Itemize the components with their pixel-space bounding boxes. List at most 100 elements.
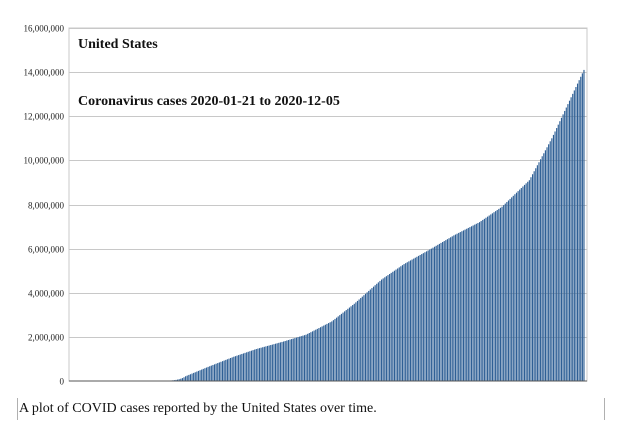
- bar: [363, 295, 365, 381]
- bar: [392, 271, 394, 381]
- bar: [573, 90, 575, 381]
- bar: [372, 286, 375, 381]
- bar: [239, 354, 241, 381]
- bar: [371, 288, 373, 381]
- bar: [289, 339, 291, 381]
- bar: [249, 351, 251, 381]
- bar: [543, 153, 545, 381]
- bar: [241, 353, 243, 381]
- bar: [538, 162, 540, 381]
- bar: [570, 97, 572, 381]
- bar: [498, 208, 500, 381]
- bar: [242, 353, 245, 381]
- bar: [408, 261, 410, 381]
- bar: [385, 276, 387, 381]
- bar: [472, 225, 474, 381]
- bar: [213, 364, 216, 381]
- bar: [318, 328, 320, 381]
- bar: [417, 255, 420, 381]
- bar: [379, 280, 381, 381]
- bar: [217, 363, 219, 381]
- bar: [376, 283, 378, 381]
- bar: [316, 328, 318, 381]
- bar: [483, 218, 485, 381]
- bar: [401, 265, 404, 381]
- bar: [191, 373, 193, 381]
- bar: [250, 350, 253, 381]
- bar: [517, 191, 519, 381]
- bar: [459, 232, 461, 381]
- bar: [405, 263, 407, 381]
- bar: [233, 356, 235, 381]
- bar: [501, 206, 503, 381]
- bar: [347, 308, 349, 381]
- bar: [345, 310, 347, 381]
- bar: [340, 313, 343, 381]
- bar: [337, 316, 339, 381]
- bar: [326, 323, 328, 381]
- y-tick-label: 16,000,000: [24, 24, 65, 34]
- bar: [467, 227, 469, 381]
- bar: [430, 248, 432, 382]
- bar: [572, 93, 574, 382]
- bar: [292, 338, 294, 381]
- bar: [368, 290, 370, 381]
- bar: [437, 244, 439, 381]
- bar: [199, 370, 201, 381]
- bar: [276, 343, 278, 381]
- bar: [424, 252, 426, 381]
- bar: [522, 186, 524, 381]
- bar: [531, 174, 534, 381]
- bar: [562, 114, 564, 382]
- bar: [189, 374, 192, 381]
- bar: [201, 369, 203, 381]
- bar: [491, 213, 493, 381]
- bar: [544, 150, 546, 381]
- bar: [295, 337, 298, 381]
- bar: [528, 180, 530, 381]
- bar: [331, 321, 333, 381]
- bar: [313, 330, 315, 381]
- cases-chart: 0 2,000,000 4,000,000 6,000,000 8,000,000 10,…: [24, 24, 588, 387]
- bar: [557, 124, 559, 381]
- bar: [324, 324, 326, 381]
- bar: [360, 298, 362, 381]
- bar: [451, 236, 453, 381]
- bar: [328, 323, 330, 381]
- bar: [568, 100, 571, 381]
- bar: [435, 245, 437, 381]
- bar: [536, 165, 538, 381]
- bar: [310, 332, 312, 381]
- bar: [279, 342, 281, 381]
- bar: [514, 194, 516, 381]
- bar: [416, 256, 418, 381]
- bar: [504, 203, 506, 381]
- bar: [548, 144, 550, 381]
- bar: [389, 274, 391, 381]
- bar: [185, 376, 187, 381]
- bar: [311, 331, 314, 381]
- bar: [183, 377, 185, 381]
- bar: [177, 379, 179, 381]
- bar: [262, 347, 264, 381]
- bar: [382, 278, 384, 381]
- bar: [478, 222, 481, 381]
- bar: [443, 241, 445, 381]
- bar: [554, 131, 556, 381]
- bar: [271, 344, 273, 381]
- bar: [560, 117, 563, 381]
- bar: [263, 346, 265, 381]
- bar: [454, 234, 457, 381]
- bar: [519, 189, 521, 381]
- bar: [527, 181, 529, 381]
- bar: [556, 128, 558, 381]
- bar: [551, 138, 553, 381]
- bar: [278, 342, 280, 381]
- bar: [515, 192, 518, 381]
- bar: [503, 205, 505, 381]
- bar: [268, 345, 270, 381]
- bar: [244, 352, 246, 381]
- bar: [458, 232, 460, 381]
- bar: [329, 322, 331, 381]
- bar: [581, 73, 583, 381]
